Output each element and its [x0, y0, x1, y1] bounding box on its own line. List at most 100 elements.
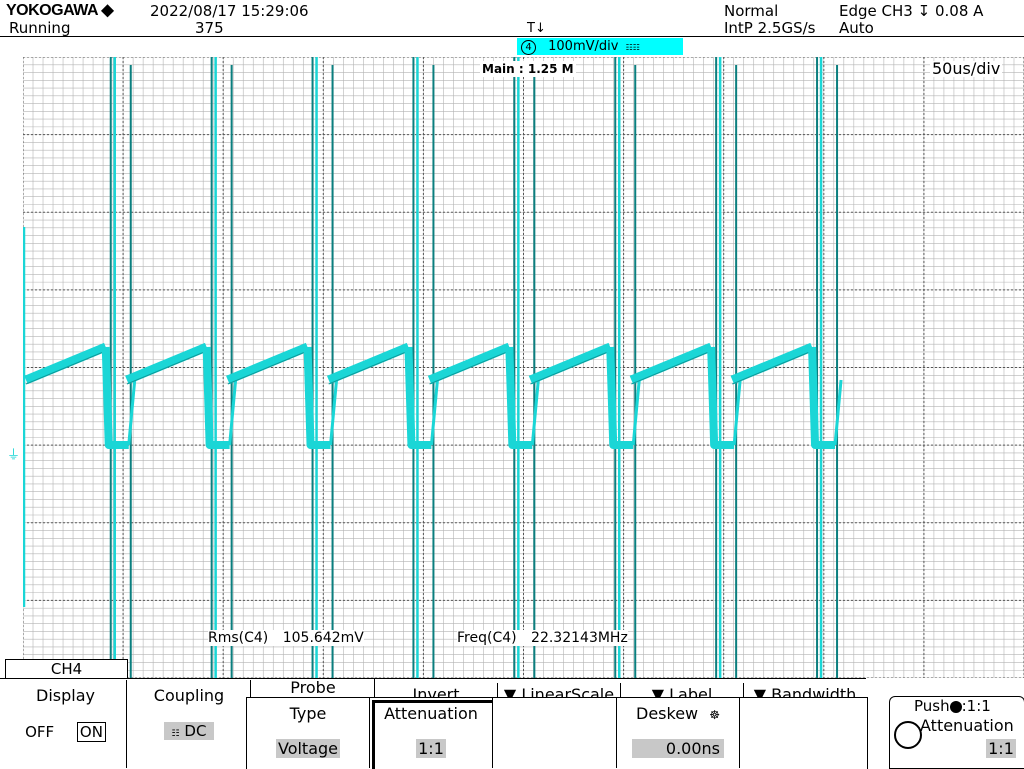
- brand-logo: YOKOGAWA ◆: [6, 2, 114, 19]
- coupling-icon: ☷: [171, 729, 180, 739]
- measurement-rms: Rms(C4) 105.642mV: [208, 630, 364, 646]
- brand-text: YOKOGAWA: [6, 2, 98, 19]
- probe-tab[interactable]: Probe: [252, 679, 375, 697]
- ch4-dip-segment: [707, 346, 735, 449]
- ch4-dip-segment: [404, 346, 432, 449]
- tab-ch4[interactable]: CH4: [5, 659, 128, 679]
- trigger-source-text: Edge CH3: [839, 2, 913, 20]
- knob-icon: ☸: [709, 708, 720, 722]
- ch4-trace: [23, 57, 843, 678]
- label-softkey[interactable]: ▼ Label: [621, 683, 744, 697]
- trigger-type: Auto: [839, 19, 874, 37]
- bandwidth-softkey[interactable]: ▼ Bandwidth: [744, 683, 866, 697]
- diamond-icon: ◆: [101, 2, 114, 19]
- coupling-softkey[interactable]: Coupling ☷ DC: [128, 680, 251, 768]
- label-label: Label: [669, 685, 713, 697]
- date-time: 2022/08/17 15:29:06: [150, 2, 309, 20]
- deskew-label: Deskew: [636, 704, 699, 723]
- run-status: Running: [9, 19, 71, 37]
- display-off-option[interactable]: OFF: [25, 723, 55, 741]
- dropdown-arrow-icon: ▼: [651, 685, 665, 697]
- channel-number-icon: 4: [521, 40, 536, 55]
- ch4-dip-segment: [606, 346, 634, 449]
- display-softkey[interactable]: Display OFF ON: [5, 680, 127, 768]
- ch4-dip-segment: [101, 346, 129, 449]
- ch4-dip-segment: [808, 346, 836, 449]
- ch4-rise-edge: [429, 379, 439, 446]
- ch4-ramp-noise: [227, 350, 308, 385]
- probe-type-softkey[interactable]: Type Voltage: [247, 698, 370, 768]
- deskew-value: 0.00ns: [632, 739, 724, 758]
- probe-attenuation-value: 1:1: [416, 739, 446, 758]
- knob-attenuation-value: 1:1: [986, 739, 1016, 758]
- ch4-rise-edge: [631, 379, 641, 446]
- main-record-length: Main : 1.25 M: [480, 61, 576, 77]
- dropdown-arrow-icon: ▼: [753, 685, 767, 697]
- ch4-rise-edge: [127, 379, 137, 446]
- trigger-mode: Normal: [724, 2, 779, 20]
- ch4-ramp-noise: [429, 350, 510, 385]
- probe-type-value: Voltage: [276, 739, 340, 758]
- selected-frame: [372, 700, 493, 769]
- push-label: Push: [914, 697, 950, 715]
- sample-rate: IntP 2.5GS/s: [724, 19, 816, 37]
- knob-panel[interactable]: Push :1:1 Attenuation 1:1: [889, 696, 1024, 769]
- freq-value: 22.32143MHz: [531, 630, 628, 646]
- measurement-freq: Freq(C4) 22.32143MHz: [457, 630, 628, 646]
- trigger-position-icon: T↓: [527, 21, 546, 36]
- coupling-value: ☷ DC: [164, 722, 214, 740]
- ch4-ground-marker-icon: ⏚: [7, 448, 21, 463]
- falling-edge-icon: ↧: [917, 2, 931, 20]
- acquisition-count: 375: [195, 19, 224, 37]
- header-divider: [0, 36, 1024, 37]
- probe-attenuation-label: Attenuation: [384, 704, 478, 723]
- ch4-ramp-segment: [528, 342, 612, 385]
- bandwidth-label: Bandwidth: [771, 685, 857, 697]
- trigger-level: 0.08 A: [934, 2, 984, 20]
- ch4-ramp-noise: [25, 350, 106, 385]
- ch4-ramp-segment: [326, 342, 411, 385]
- push-value: :1:1: [961, 697, 991, 715]
- ch4-ramp-segment: [125, 342, 209, 385]
- probe-submenu: [246, 697, 868, 769]
- display-on-option[interactable]: ON: [76, 722, 106, 742]
- rotary-knob-icon: [894, 721, 922, 749]
- ch4-ramp-segment: [629, 342, 713, 385]
- display-label: Display: [36, 686, 95, 705]
- ch4-ramp-noise: [126, 350, 207, 385]
- ch4-ramp-noise: [631, 350, 712, 385]
- linear-scale-label: LinearScale: [521, 685, 615, 697]
- ch4-rise-edge: [329, 379, 339, 446]
- menu-top-rule: [0, 678, 866, 679]
- dropdown-arrow-icon: ▼: [503, 685, 517, 697]
- ch4-ramp-noise: [732, 350, 813, 385]
- push-knob-icon: [949, 700, 962, 713]
- ch4-rise-edge: [833, 379, 843, 446]
- ch4-rise-edge: [228, 379, 238, 446]
- deskew-softkey[interactable]: Deskew ☸ 0.00ns: [616, 698, 740, 768]
- coupling-value-text: DC: [184, 722, 207, 740]
- ch4-ramp-segment: [427, 342, 512, 385]
- timebase: 50us/div: [930, 59, 1003, 78]
- ch4-rise-edge: [530, 379, 540, 446]
- ch4-ramp-segment: [226, 342, 310, 385]
- linear-scale-softkey[interactable]: ▼ LinearScale: [498, 683, 621, 697]
- channel-scale: 100mV/div: [548, 39, 619, 54]
- knob-attenuation-label: Attenuation: [920, 716, 1014, 735]
- ch4-ramp-noise: [328, 350, 409, 385]
- ch4-rise-edge: [732, 379, 742, 446]
- rms-label: Rms(C4): [208, 630, 269, 646]
- coupling-label: Coupling: [153, 686, 225, 705]
- rms-value: 105.642mV: [282, 630, 364, 646]
- bandwidth-limit-icon: ☷☷: [625, 43, 640, 52]
- freq-label: Freq(C4): [457, 630, 517, 646]
- probe-type-label: Type: [289, 704, 327, 723]
- waveform-display[interactable]: [23, 57, 1024, 678]
- probe-attenuation-softkey[interactable]: Attenuation 1:1: [370, 698, 493, 769]
- channel-scale-box[interactable]: 4 100mV/div ☷☷: [517, 38, 683, 55]
- ch4-ramp-noise: [530, 350, 611, 385]
- invert-softkey[interactable]: Invert: [375, 683, 498, 697]
- ch4-ramp-segment: [730, 342, 814, 385]
- ch4-dip-segment: [303, 346, 331, 449]
- ch4-ramp-segment: [24, 342, 108, 385]
